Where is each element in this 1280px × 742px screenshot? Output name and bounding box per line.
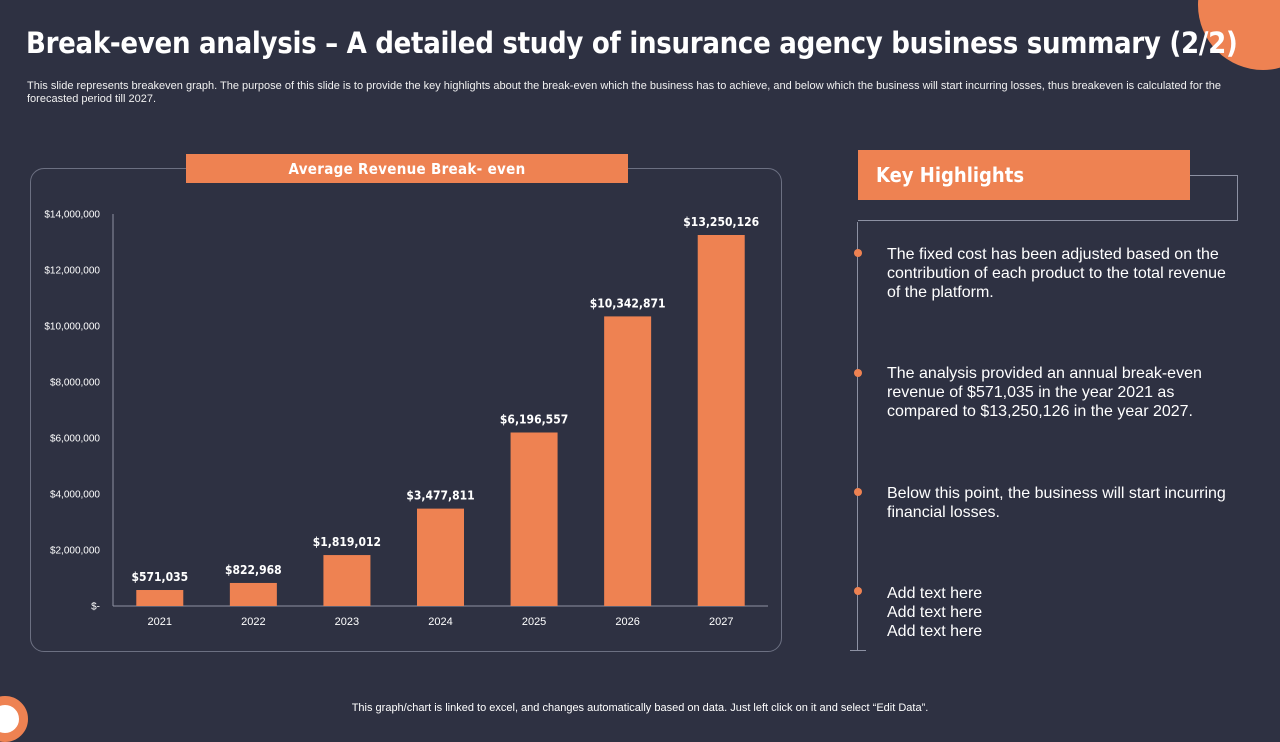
bar-value-label: $571,035 — [131, 570, 188, 584]
chart-title: Average Revenue Break- even — [186, 154, 628, 183]
y-tick-label: $10,000,000 — [44, 322, 100, 333]
x-tick-label: 2024 — [428, 616, 452, 628]
highlights-timeline — [857, 222, 858, 650]
bar-value-label: $13,250,126 — [683, 215, 759, 229]
highlight-item-4: Add text here Add text here Add text her… — [887, 585, 983, 640]
highlight-item-1: The fixed cost has been adjusted based o… — [887, 246, 1226, 301]
x-tick-label: 2026 — [615, 616, 639, 628]
bar-chart[interactable]: $- $2,000,000 $4,000,000 $6,000,000 $8,000,0… — [0, 0, 1280, 720]
y-tick-label: $- — [91, 602, 100, 613]
bar[interactable] — [323, 555, 371, 606]
bar[interactable] — [697, 234, 745, 607]
bar[interactable] — [510, 432, 558, 606]
highlight-item-2: The analysis provided an annual break-ev… — [887, 365, 1202, 420]
bar-value-label: $1,819,012 — [313, 535, 381, 549]
page-title: Break-even analysis – A detailed study o… — [26, 26, 1238, 60]
highlights-title: Key Highlights — [858, 150, 1190, 200]
x-tick-label: 2027 — [709, 616, 733, 628]
highlight-bullet-3 — [854, 488, 862, 496]
bar-value-label: $10,342,871 — [590, 296, 666, 310]
bar[interactable] — [229, 582, 277, 606]
highlight-bullet-2 — [854, 369, 862, 377]
highlight-item-3: Below this point, the business will star… — [887, 485, 1226, 521]
x-tick-label: 2021 — [148, 616, 172, 628]
y-tick-label: $12,000,000 — [44, 266, 100, 277]
y-tick-label: $8,000,000 — [50, 378, 100, 389]
x-tick-label: 2022 — [241, 616, 265, 628]
bar-value-label: $6,196,557 — [500, 412, 568, 426]
y-tick-label: $6,000,000 — [50, 434, 100, 445]
highlight-bullet-4 — [854, 587, 862, 595]
x-tick-label: 2023 — [335, 616, 359, 628]
bar[interactable] — [417, 508, 464, 606]
bar-value-label: $3,477,811 — [406, 489, 474, 503]
footer-note: This graph/chart is linked to excel, and… — [351, 702, 929, 714]
bar[interactable] — [136, 590, 184, 606]
y-tick-label: $14,000,000 — [44, 210, 100, 221]
highlights-timeline-end — [850, 650, 866, 651]
bar-value-label: $822,968 — [225, 563, 282, 577]
highlight-bullet-1 — [854, 249, 862, 257]
y-tick-label: $2,000,000 — [50, 546, 100, 557]
x-tick-label: 2025 — [522, 616, 546, 628]
bar[interactable] — [604, 316, 652, 606]
page-subtitle: This slide represents breakeven graph. T… — [27, 80, 1221, 105]
y-tick-label: $4,000,000 — [50, 490, 100, 501]
